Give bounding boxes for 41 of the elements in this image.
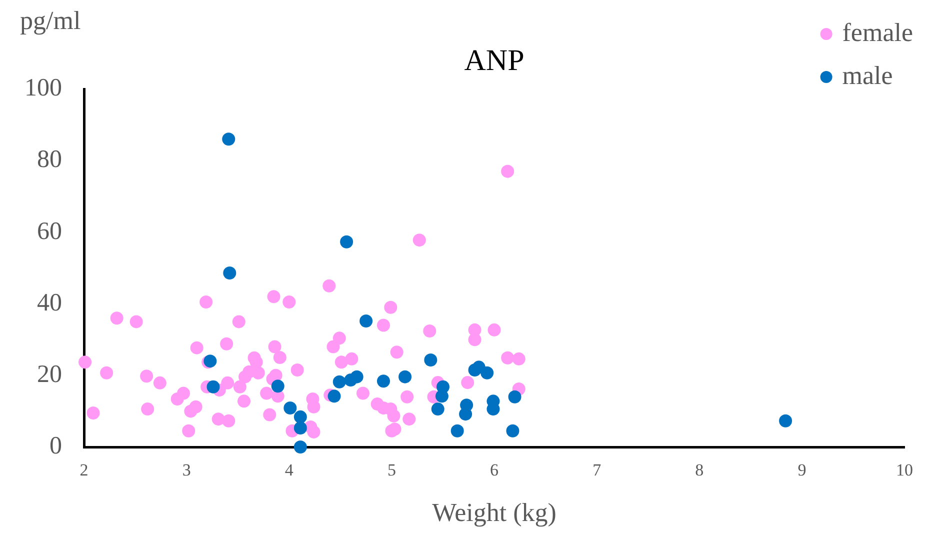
point: [271, 380, 284, 393]
x-tick-label: 3: [182, 460, 191, 480]
x-tick-label: 5: [387, 460, 396, 480]
x-tick-label: 7: [592, 460, 602, 480]
point: [506, 424, 520, 438]
point: [332, 375, 346, 388]
chart-title: ANP: [464, 44, 524, 77]
x-tick-label: 10: [896, 460, 913, 480]
y-tick-label: 20: [37, 360, 62, 388]
point: [460, 398, 474, 412]
point: [350, 370, 364, 384]
x-tick-label: 6: [490, 460, 498, 480]
point: [431, 402, 444, 416]
point: [480, 366, 494, 380]
x-axis-title: Weight (kg): [432, 498, 556, 528]
point: [398, 370, 412, 384]
y-tick-label: 60: [37, 218, 62, 245]
x-tick-label: 8: [695, 460, 704, 480]
point: [376, 374, 390, 388]
point: [360, 314, 373, 328]
point: [223, 266, 236, 280]
legend-label: male: [842, 60, 893, 90]
x-tick-label: 9: [798, 460, 806, 480]
legend-label: female: [842, 18, 914, 47]
y-tick-label: 80: [37, 146, 62, 174]
y-tick-label: 40: [37, 289, 62, 316]
point: [222, 132, 236, 146]
point: [424, 354, 438, 367]
point: [450, 424, 464, 438]
point: [340, 235, 354, 248]
x-tick-label: 4: [284, 460, 294, 480]
point: [294, 410, 307, 424]
point: [779, 414, 792, 428]
x-tick-label: 2: [80, 460, 88, 480]
y-tick-label: 0: [50, 432, 62, 460]
y-tick-label: 100: [24, 74, 62, 102]
point: [284, 401, 297, 414]
point: [328, 390, 341, 403]
y-axis-title: pg/ml: [20, 6, 81, 35]
point: [294, 440, 307, 454]
point: [508, 390, 522, 404]
